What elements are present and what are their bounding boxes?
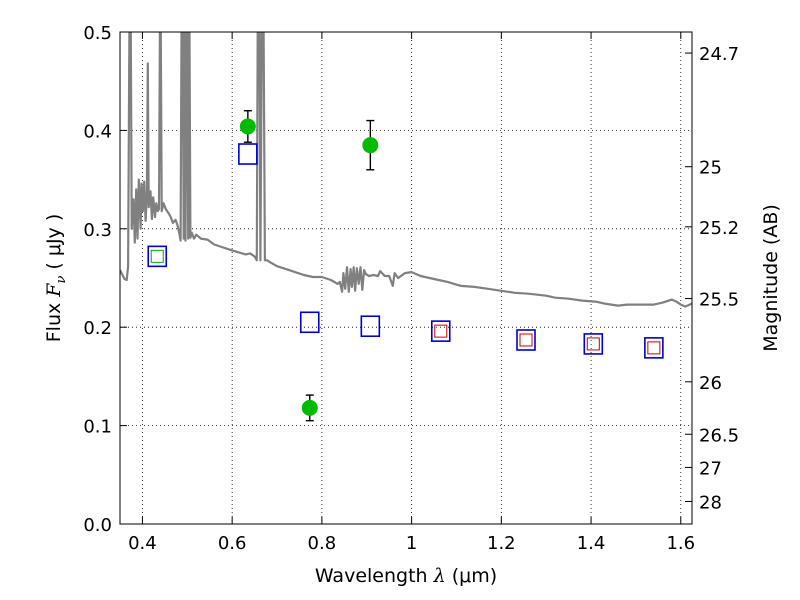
measured-point: [239, 118, 256, 135]
y2-tick-label: 28: [699, 492, 722, 513]
markers: [147, 110, 664, 422]
model-square-marker: [238, 143, 258, 165]
model-square-marker: [644, 337, 664, 359]
model-square-marker: [147, 245, 168, 268]
y2-tick-label: 25: [699, 158, 722, 179]
y2-tick-label: 26: [699, 373, 722, 394]
measured-point: [301, 399, 318, 416]
y2-tick-label: 24.7: [699, 44, 739, 65]
y2-tick-label: 26.5: [699, 425, 739, 446]
inner-square-marker: [434, 324, 448, 338]
y-tick-label: 0.3: [83, 220, 112, 241]
y-tick-label: 0.0: [83, 515, 112, 536]
y-axis-title: Flux Fν ( μJy ): [43, 214, 69, 343]
inner-square-marker: [647, 341, 661, 355]
model-square-marker: [583, 333, 604, 355]
x-tick-label: 1.4: [577, 533, 606, 554]
plot-frame: [119, 31, 693, 525]
y-tick-label: 0.5: [83, 23, 112, 44]
plot-area: [120, 32, 692, 524]
y2-tick-label: 25.2: [699, 218, 739, 239]
x-tick-label: 1.6: [666, 533, 695, 554]
y-tick-label: 0.1: [83, 417, 112, 438]
inner-square-marker: [519, 333, 533, 347]
y2-tick-label: 25.5: [699, 290, 739, 311]
x-tick-label: 1: [406, 533, 417, 554]
y2-axis: 24.7 25 25.2 25.5 26 26.5 27 28: [685, 44, 739, 513]
spectrum-line: [120, 32, 692, 308]
measured-point: [362, 137, 379, 154]
inner-square-marker: [586, 337, 600, 351]
x-tick-label: 0.4: [128, 533, 157, 554]
y2-axis-title: Magnitude (AB): [760, 204, 782, 352]
inner-square-marker: [150, 249, 164, 263]
model-square-marker: [430, 320, 451, 342]
y-axis: 0.0 0.1 0.2 0.3 0.4 0.5: [83, 23, 127, 536]
model-square-marker: [516, 329, 536, 351]
x-tick-label: 0.8: [308, 533, 337, 554]
y2-tick-label: 27: [699, 458, 722, 479]
model-square-marker: [299, 311, 320, 334]
model-square-marker: [360, 315, 381, 338]
y-tick-label: 0.4: [83, 121, 112, 142]
x-tick-label: 0.6: [218, 533, 247, 554]
x-axis: 0.4 0.6 0.8 1 1.2 1.4 1.6: [128, 32, 695, 554]
spectrum: [120, 32, 692, 308]
y-tick-label: 0.2: [83, 318, 112, 339]
x-axis-title: Wavelength λ (μm): [315, 565, 497, 587]
x-tick-label: 1.2: [487, 533, 516, 554]
